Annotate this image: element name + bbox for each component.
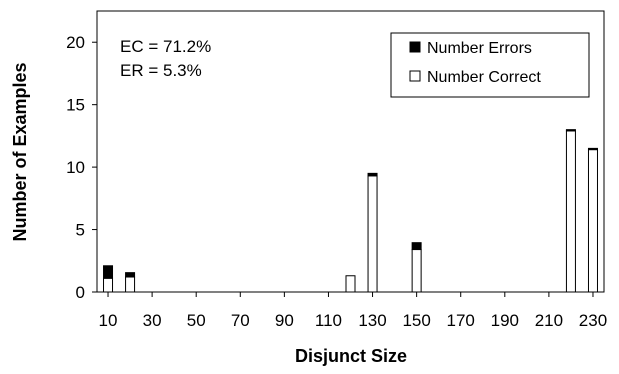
legend-swatch-correct [409,70,421,82]
y-axis: 0 5 10 15 20 [66,33,97,302]
x-tick-label: 130 [358,311,386,330]
x-tick-label: 10 [99,311,118,330]
x-tick-label: 90 [275,311,294,330]
y-tick-label: 5 [76,221,85,240]
bar-correct [345,275,356,293]
y-axis-title: Number of Examples [10,62,30,241]
legend: Number Errors Number Correct [390,32,590,98]
legend-swatch-errors [409,41,421,53]
bar-correct [565,130,576,293]
y-tick-label: 20 [66,33,85,52]
x-axis: 10 30 50 70 90 110 130 150 170 190 210 230 [99,292,607,330]
bar-correct [411,249,422,293]
legend-label-errors: Number Errors [427,40,532,57]
legend-box [390,32,590,98]
x-tick-label: 70 [231,311,250,330]
x-tick-label: 50 [187,311,206,330]
y-tick-label: 0 [76,283,85,302]
y-tick-label: 15 [66,96,85,115]
x-axis-title: Disjunct Size [295,346,407,366]
bar-correct [125,276,136,293]
x-tick-label: 210 [535,311,563,330]
annotation-ec: EC = 71.2% [120,37,211,56]
bar-errors [125,272,136,278]
x-tick-label: 150 [402,311,430,330]
bar-errors [587,147,598,151]
bar-errors [411,242,422,251]
bars-group [103,129,598,293]
y-tick-label: 10 [66,158,85,177]
annotation-er: ER = 5.3% [120,61,202,80]
x-tick-label: 170 [447,311,475,330]
bar-errors [103,265,114,279]
x-tick-label: 30 [143,311,162,330]
bar-correct [103,277,114,293]
x-tick-label: 190 [491,311,519,330]
bar-correct [367,175,378,293]
x-tick-label: 230 [579,311,607,330]
bar-errors [565,129,576,132]
bar-correct [587,149,598,293]
bar-errors [367,172,378,177]
x-tick-label: 110 [315,311,342,330]
legend-label-correct: Number Correct [427,69,541,86]
